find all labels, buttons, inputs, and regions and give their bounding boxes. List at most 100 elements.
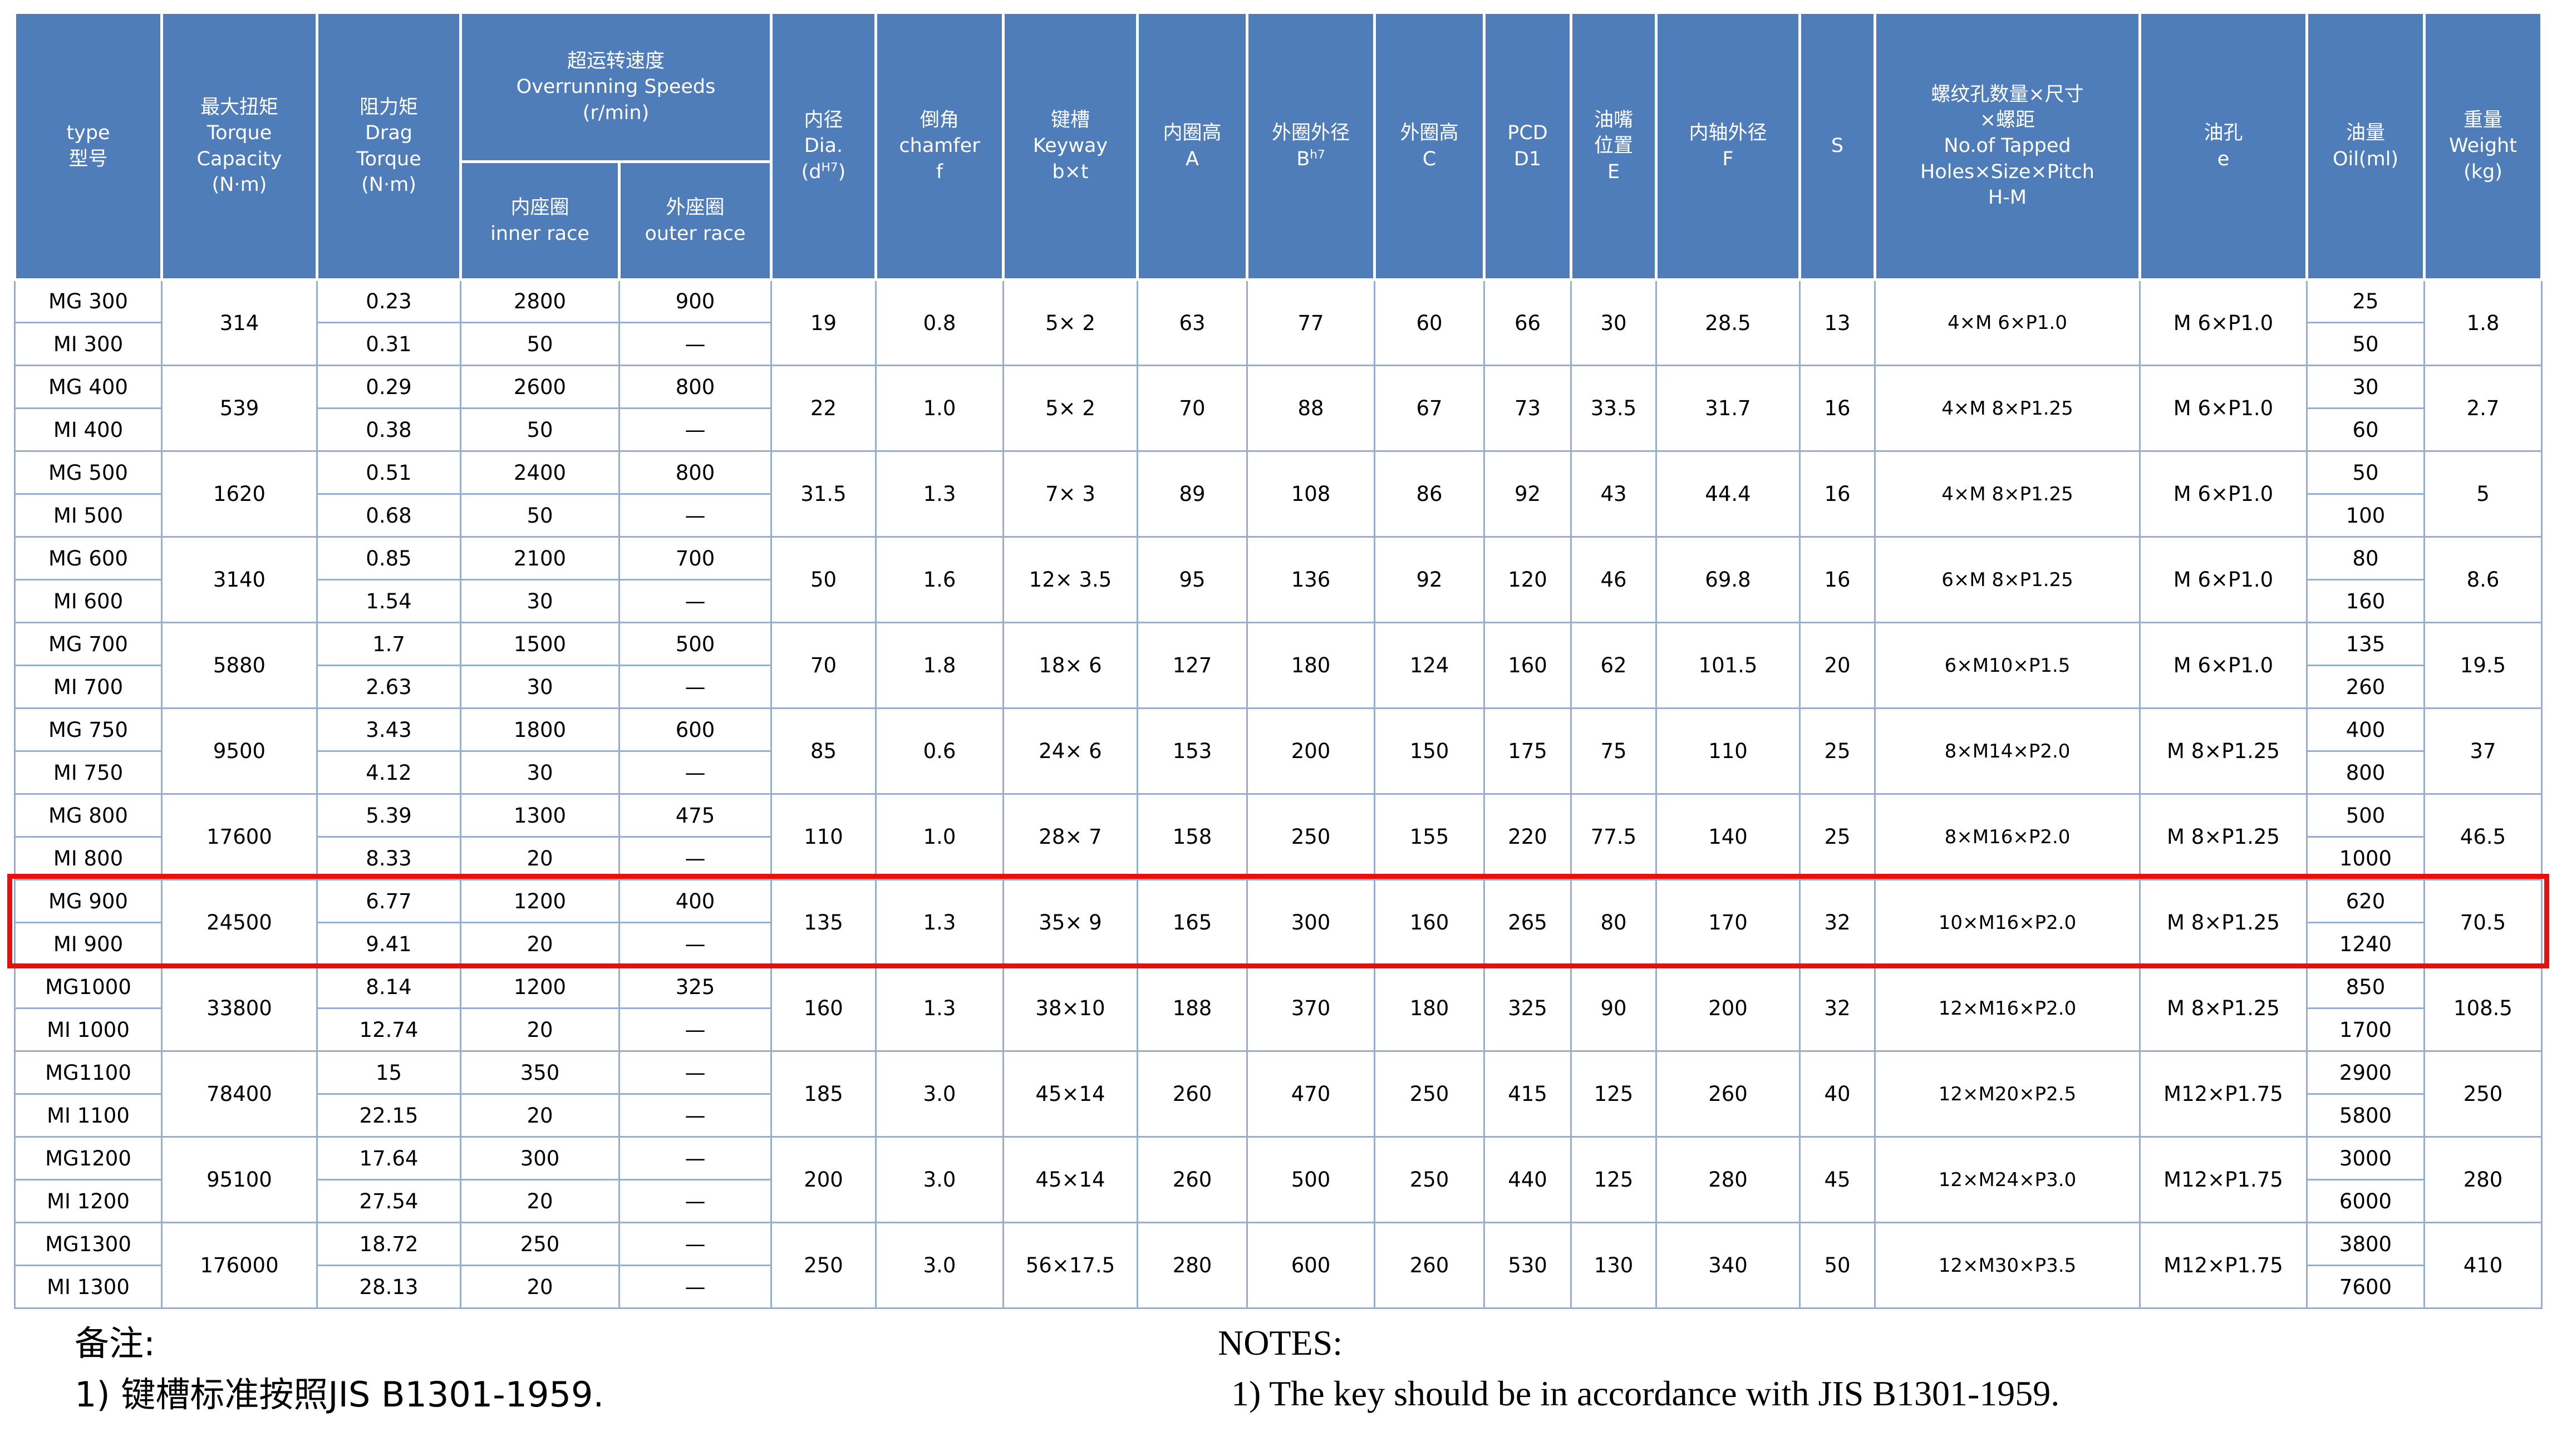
cell-oil-quantity: 3800 <box>2306 1222 2425 1266</box>
cell-outer-ring-height-c: 260 <box>1374 1222 1485 1309</box>
row-mg750: MG 750 9500 3.43 1800 600 85 0.6 24× 6 153 200 150… <box>14 707 2543 795</box>
cell-outer-ring-dia-b: 77 <box>1246 279 1375 366</box>
cell-outer-ring-dia-b: 600 <box>1246 1222 1375 1309</box>
cell-torque-capacity: 33800 <box>161 965 318 1052</box>
cell-inner-race-speed: 2400 <box>460 450 620 495</box>
spec-table-body: MG 300 314 0.23 2800 900 19 0.8 5× 2 63 77 60 66 30 2… <box>14 279 2543 1309</box>
cell-inner-ring-height-a: 63 <box>1137 279 1248 366</box>
cell-outer-ring-height-c: 250 <box>1374 1136 1485 1223</box>
col-header-keyway: 键槽 Keyway b×t <box>1002 11 1139 281</box>
cell-inner-dia: 135 <box>770 879 877 966</box>
cell-outer-race-speed: — <box>618 1007 772 1052</box>
cell-outer-ring-dia-b: 470 <box>1246 1050 1375 1138</box>
cell-type: MG 750 <box>14 707 163 752</box>
cell-tapped-holes: 12×M30×P3.5 <box>1874 1222 2141 1309</box>
cell-type: MI 400 <box>14 407 163 452</box>
cell-torque-capacity: 539 <box>161 365 318 452</box>
col-header-outer-ring-dia-b: 外圈外径 Bh7 <box>1246 11 1376 281</box>
cell-oil-nipple-e: 77.5 <box>1570 793 1657 881</box>
row-mi500: MI 500 0.68 50— 100 <box>14 493 2542 538</box>
cell-inner-race-speed: 20 <box>460 1265 620 1309</box>
cell-oil-quantity: 25 <box>2306 279 2425 323</box>
cell-inner-race-speed: 1200 <box>460 879 620 923</box>
col-header-oil-hole-e: 油孔 e <box>2138 11 2308 281</box>
cell-inner-race-speed: 250 <box>460 1222 620 1266</box>
cell-oil-quantity: 30 <box>2306 365 2425 409</box>
cell-inner-shaft-dia-f: 340 <box>1655 1222 1801 1309</box>
row-mg900: MG 900 24500 6.77 1200 400 135 1.3 35× 9 165 300 1… <box>14 879 2543 966</box>
cell-type: MI 1300 <box>14 1265 163 1309</box>
cell-outer-race-speed: — <box>618 1093 772 1138</box>
cell-oil-hole: M 8×P1.25 <box>2139 879 2308 966</box>
cell-type: MI 300 <box>14 322 163 366</box>
row-mg800: MG 800 17600 5.39 1300 475 110 1.0 28× 7 158 250 1… <box>14 793 2543 881</box>
cell-s: 45 <box>1799 1136 1876 1223</box>
cell-outer-race-speed: — <box>618 922 772 966</box>
cell-inner-dia: 50 <box>770 536 877 623</box>
cell-type: MI 1200 <box>14 1179 163 1223</box>
row-mg1300: MG1300 176000 18.72 250—250 3.0 56×17.5 280 600… <box>14 1222 2543 1309</box>
header-row-main: type 型号 最大扭矩 Torque Capacity (N·m) 阻力矩 D… <box>13 11 2543 281</box>
cell-pcd-d1: 73 <box>1483 365 1572 452</box>
cell-outer-race-speed: — <box>618 1265 772 1309</box>
cell-outer-ring-height-c: 60 <box>1374 279 1485 366</box>
cell-inner-race-speed: 2800 <box>460 279 620 323</box>
cell-oil-quantity: 1240 <box>2306 922 2425 966</box>
cell-outer-race-speed: — <box>618 750 772 795</box>
row-mi300: MI 300 0.31 50—50 <box>14 322 2542 366</box>
row-mg700: MG 700 5880 1.7 1500 500 70 1.8 18× 6 127 180 124 1… <box>14 622 2543 709</box>
cell-tapped-holes: 12×M20×P2.5 <box>1874 1050 2141 1138</box>
cell-oil-quantity: 850 <box>2306 965 2425 1009</box>
cell-inner-race-speed: 2100 <box>460 536 620 581</box>
col-header-chamfer: 倒角 chamfer f <box>874 11 1005 281</box>
cell-outer-ring-dia-b: 180 <box>1246 622 1375 709</box>
cell-keyway: 45×14 <box>1002 1050 1138 1138</box>
cell-drag-torque: 12.74 <box>316 1007 461 1052</box>
cell-inner-dia: 22 <box>770 365 877 452</box>
cell-drag-torque: 15 <box>316 1050 461 1095</box>
cell-drag-torque: 1.7 <box>316 622 461 666</box>
cell-outer-ring-height-c: 67 <box>1374 365 1485 452</box>
row-mi1000: MI 1000 12.74 20— 1700 <box>14 1007 2542 1052</box>
cell-inner-ring-height-a: 89 <box>1137 450 1248 538</box>
cell-outer-ring-height-c: 124 <box>1374 622 1485 709</box>
cell-inner-ring-height-a: 260 <box>1137 1136 1248 1223</box>
inner-dia-tolerance: H7 <box>821 160 838 174</box>
col-header-tapped-holes: 螺纹孔数量×尺寸 ×螺距 No.of Tapped Holes×Size×Pit… <box>1874 11 2141 281</box>
cell-oil-quantity: 620 <box>2306 879 2425 923</box>
cell-inner-dia: 200 <box>770 1136 877 1223</box>
cell-outer-ring-height-c: 180 <box>1374 965 1485 1052</box>
cell-outer-race-speed: — <box>618 836 772 881</box>
cell-inner-dia: 250 <box>770 1222 877 1309</box>
col-header-overrunning-speeds: 超运转速度 Overrunning Speeds (r/min) <box>459 11 773 163</box>
cell-tapped-holes: 8×M16×P2.0 <box>1874 793 2141 881</box>
cell-inner-ring-height-a: 260 <box>1137 1050 1248 1138</box>
cell-inner-race-speed: 50 <box>460 493 620 538</box>
cell-tapped-holes: 6×M10×P1.5 <box>1874 622 2141 709</box>
cell-type: MG1200 <box>14 1136 163 1180</box>
cell-pcd-d1: 440 <box>1483 1136 1572 1223</box>
cell-outer-race-speed: — <box>618 1050 772 1095</box>
cell-oil-quantity: 80 <box>2306 536 2425 581</box>
cell-pcd-d1: 175 <box>1483 707 1572 795</box>
cell-s: 16 <box>1799 536 1876 623</box>
cell-chamfer: 1.6 <box>875 536 1004 623</box>
cell-drag-torque: 8.33 <box>316 836 461 881</box>
cell-s: 32 <box>1799 965 1876 1052</box>
cell-oil-nipple-e: 33.5 <box>1570 365 1657 452</box>
notes-title-en: NOTES: <box>1218 1323 1343 1362</box>
cell-chamfer: 1.3 <box>875 450 1004 538</box>
cell-torque-capacity: 1620 <box>161 450 318 538</box>
cell-torque-capacity: 5880 <box>161 622 318 709</box>
cell-inner-race-speed: 50 <box>460 407 620 452</box>
cell-oil-quantity: 100 <box>2306 493 2425 538</box>
cell-drag-torque: 2.63 <box>316 665 461 709</box>
cell-outer-race-speed: 800 <box>618 365 772 409</box>
cell-outer-ring-dia-b: 88 <box>1246 365 1375 452</box>
row-mg300: MG 300 314 0.23 2800 900 19 0.8 5× 2 63 77 60 66 30 2… <box>14 279 2543 366</box>
cell-oil-quantity: 6000 <box>2306 1179 2425 1223</box>
cell-oil-hole: M 6×P1.0 <box>2139 279 2308 366</box>
cell-oil-quantity: 3000 <box>2306 1136 2425 1180</box>
row-mi600: MI 600 1.54 30— 160 <box>14 579 2542 623</box>
cell-tapped-holes: 10×M16×P2.0 <box>1874 879 2141 966</box>
